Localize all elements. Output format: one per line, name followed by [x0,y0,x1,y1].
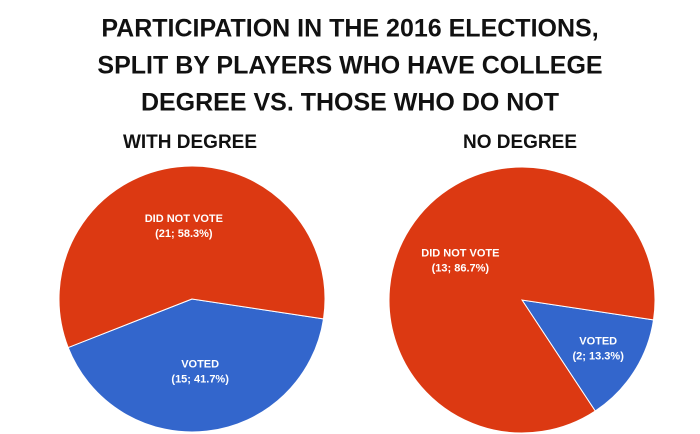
slice-value-label: (2; 13.3%) [573,351,625,363]
slice-label: DID NOT VOTE [421,247,499,259]
pie-slice [67,298,325,433]
slice-label: DID NOT VOTE [145,213,223,225]
slice-value-label: (13; 86.7%) [432,262,490,274]
pie-slice [388,166,656,434]
pie-slice [520,299,655,412]
chart-title: SPLIT BY PLAYERS WHO HAVE COLLEGE [97,52,602,80]
pie-slice [58,165,326,349]
pie-title: WITH DEGREE [123,132,257,153]
chart-title: DEGREE VS. THOSE WHO DO NOT [141,89,559,117]
chart-title: PARTICIPATION IN THE 2016 ELECTIONS, [101,15,598,43]
slice-label: VOTED [181,359,219,371]
slice-label: VOTED [579,336,617,348]
pie-title: NO DEGREE [463,132,577,153]
slice-value-label: (21; 58.3%) [155,228,213,240]
slice-value-label: (15; 41.7%) [171,374,229,386]
